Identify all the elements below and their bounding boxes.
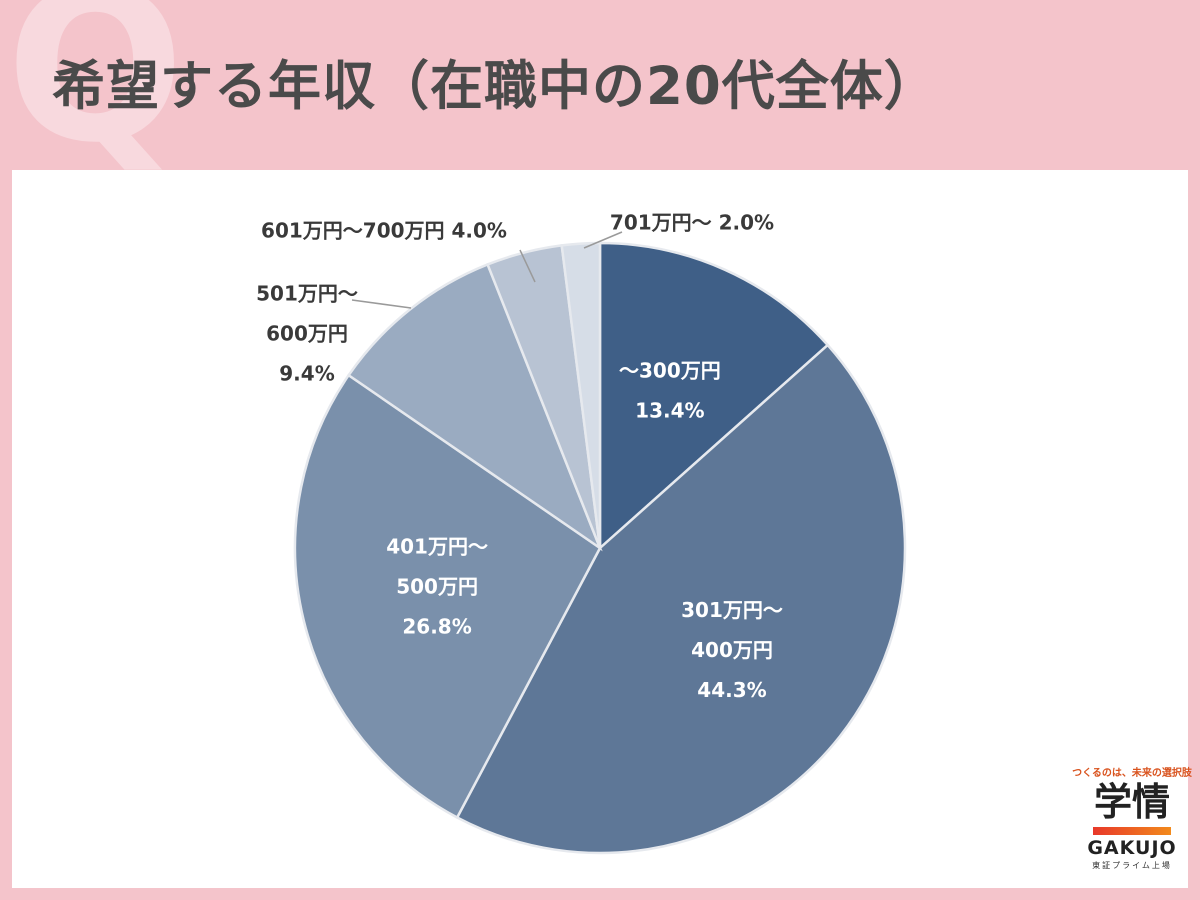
gakujo-logo: つくるのは、未来の選択肢 学情 GAKUJO 東証プライム上場 — [1062, 764, 1200, 871]
q-watermark: Q — [6, 0, 185, 189]
page-title: 希望する年収（在職中の20代全体） — [52, 56, 938, 117]
chart-panel: ～300万円 13.4% 301万円～ 400万円 44.3% 401万円～ 500万円 26… — [12, 170, 1192, 888]
leader-line-3 — [351, 299, 412, 309]
slice-label-1-line-0: 301万円～ — [681, 598, 783, 622]
slice-label-3-line-2: 9.4% — [279, 362, 334, 386]
pie-chart: ～300万円 13.4% 301万円～ 400万円 44.3% 401万円～ 500万円 26… — [256, 211, 907, 855]
pie-slice-0 — [598, 241, 830, 551]
slice-label-0-line-1: 13.4% — [635, 399, 704, 423]
slice-label-2-line-0: 401万円～ — [386, 534, 488, 558]
logo-wordmark: GAKUJO — [1087, 836, 1177, 859]
slice-label-1-line-1: 400万円 — [691, 638, 773, 662]
logo-color-bar — [1093, 826, 1171, 835]
slice-label-4-line-0: 601万円～700万円 4.0% — [261, 219, 507, 243]
pie-slice-1 — [455, 343, 907, 855]
logo-subtext: 東証プライム上場 — [1092, 860, 1172, 870]
leader-line-5 — [583, 231, 623, 249]
slice-label-3-line-0: 501万円～ — [256, 282, 358, 306]
logo-tagline: つくるのは、未来の選択肢 — [1072, 768, 1192, 779]
slice-label-0-line-0: ～300万円 — [619, 359, 721, 383]
pie-slice-5 — [560, 241, 602, 549]
pie-slice-3 — [346, 262, 603, 552]
slice-label-2-line-1: 500万円 — [396, 574, 478, 598]
slice-label-5-line-0: 701万円～ 2.0% — [610, 211, 774, 235]
pie-slice-2 — [293, 373, 602, 820]
logo-kanji: 学情 — [1093, 780, 1170, 824]
slice-label-2-line-2: 26.8% — [402, 614, 471, 638]
slice-label-3-line-1: 600万円 — [266, 322, 348, 346]
leader-line-4 — [519, 249, 536, 283]
slice-label-1-line-2: 44.3% — [697, 678, 766, 702]
